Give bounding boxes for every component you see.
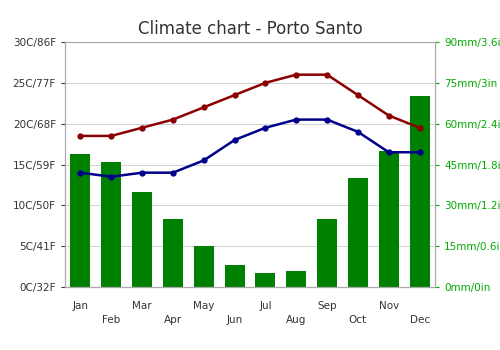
Bar <box>163 219 183 287</box>
Text: Jun: Jun <box>226 315 242 325</box>
Bar <box>194 246 214 287</box>
Bar <box>224 265 244 287</box>
Text: Jan: Jan <box>72 301 88 311</box>
Text: Dec: Dec <box>410 315 430 325</box>
Bar <box>70 154 90 287</box>
Bar <box>348 178 368 287</box>
Text: Nov: Nov <box>378 301 399 311</box>
Bar <box>378 151 399 287</box>
Text: May: May <box>193 301 214 311</box>
Bar <box>256 273 276 287</box>
Bar <box>132 192 152 287</box>
Text: Apr: Apr <box>164 315 182 325</box>
Text: Sep: Sep <box>318 301 337 311</box>
Bar <box>410 97 430 287</box>
Text: Aug: Aug <box>286 315 306 325</box>
Text: Jul: Jul <box>259 301 272 311</box>
Title: Climate chart - Porto Santo: Climate chart - Porto Santo <box>138 20 362 38</box>
Text: Feb: Feb <box>102 315 120 325</box>
Bar <box>317 219 337 287</box>
Text: Mar: Mar <box>132 301 152 311</box>
Bar <box>101 162 121 287</box>
Text: Oct: Oct <box>349 315 367 325</box>
Bar <box>286 271 306 287</box>
